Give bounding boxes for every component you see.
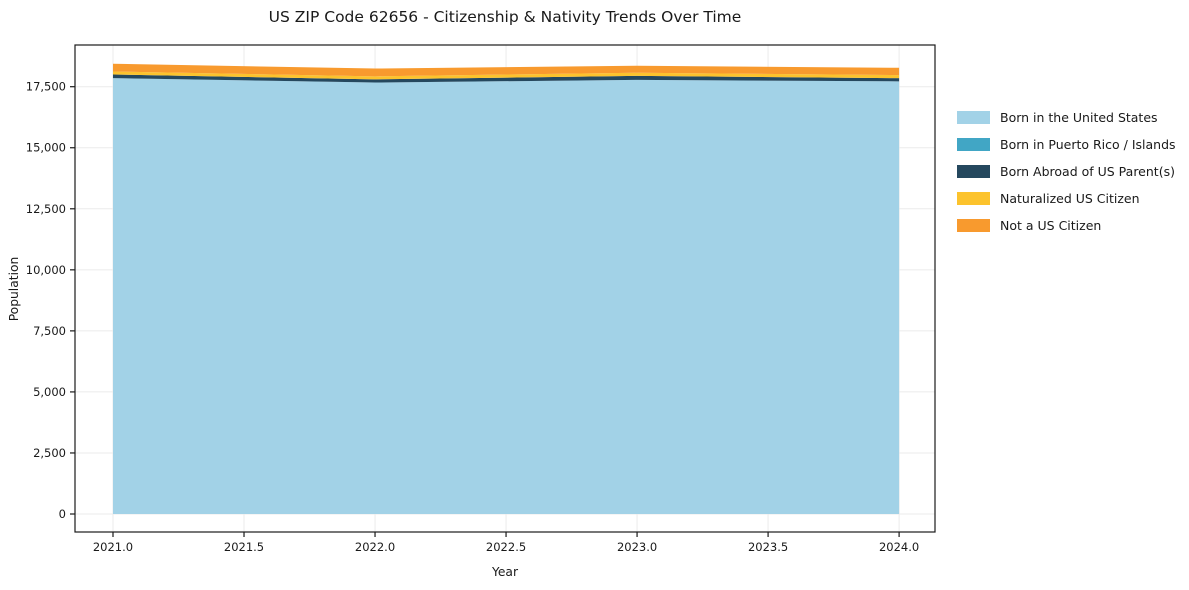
- axes-box: [74, 44, 936, 533]
- y-tick-label: 5,000: [33, 385, 66, 399]
- chart-title: US ZIP Code 62656 - Citizenship & Nativi…: [268, 8, 742, 26]
- y-tick-label: 10,000: [26, 263, 66, 277]
- area-series-4: [112, 63, 900, 77]
- legend-item-born-us: Born in the United States: [957, 104, 1176, 131]
- x-tick-label: 2022.0: [355, 540, 395, 554]
- legend-label-naturalized: Naturalized US Citizen: [1000, 191, 1140, 206]
- legend-swatch-naturalized-icon: [957, 192, 990, 205]
- legend-label-not-citizen: Not a US Citizen: [1000, 218, 1102, 233]
- legend-item-puerto-rico: Born in Puerto Rico / Islands: [957, 131, 1176, 158]
- legend-swatch-born-us-icon: [957, 111, 990, 124]
- area-series-3: [112, 71, 900, 80]
- y-tick-label: 0: [59, 507, 66, 521]
- legend-label-puerto-rico: Born in Puerto Rico / Islands: [1000, 137, 1176, 152]
- y-tick-label: 2,500: [33, 446, 66, 460]
- x-tick-label: 2023.0: [617, 540, 657, 554]
- legend-label-born-us: Born in the United States: [1000, 110, 1158, 125]
- area-series-0: [112, 78, 900, 515]
- x-tick-label: 2021.0: [93, 540, 133, 554]
- y-tick-label: 7,500: [33, 324, 66, 338]
- x-axis-label: Year: [491, 565, 519, 579]
- legend-label-born-abroad: Born Abroad of US Parent(s): [1000, 164, 1175, 179]
- x-tick-label: 2023.5: [748, 540, 788, 554]
- y-tick-label: 15,000: [26, 141, 66, 155]
- legend-swatch-born-abroad-icon: [957, 165, 990, 178]
- legend-swatch-not-citizen-icon: [957, 219, 990, 232]
- y-tick-label: 17,500: [26, 80, 66, 94]
- area-series-2: [112, 74, 900, 83]
- legend-item-not-citizen: Not a US Citizen: [957, 212, 1176, 239]
- legend-swatch-puerto-rico-icon: [957, 138, 990, 151]
- x-tick-label: 2022.5: [486, 540, 526, 554]
- legend-item-naturalized: Naturalized US Citizen: [957, 185, 1176, 212]
- legend: Born in the United States Born in Puerto…: [957, 104, 1176, 239]
- y-tick-label: 12,500: [26, 202, 66, 216]
- x-tick-label: 2024.0: [879, 540, 919, 554]
- legend-item-born-abroad: Born Abroad of US Parent(s): [957, 158, 1176, 185]
- x-tick-label: 2021.5: [224, 540, 264, 554]
